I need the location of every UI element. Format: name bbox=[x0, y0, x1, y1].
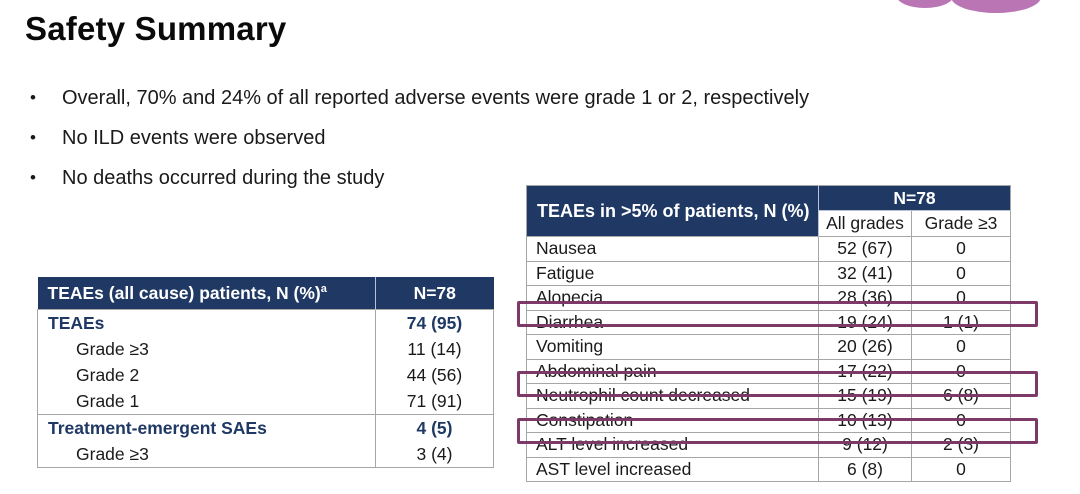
row-value: 0 bbox=[910, 260, 1012, 286]
table-header-row: TEAEs (all cause) patients, N (%)a N=78 bbox=[37, 277, 494, 310]
table-row: Nausea 52 (67) 0 bbox=[526, 236, 1012, 262]
row-value: 0 bbox=[910, 407, 1012, 433]
table-row: TEAEs 74 (95) bbox=[37, 309, 494, 336]
row-value: 6 (8) bbox=[818, 456, 912, 482]
row-label: Grade 1 bbox=[37, 388, 376, 415]
row-value: 4 (5) bbox=[375, 414, 494, 441]
row-value: 20 (26) bbox=[818, 334, 912, 360]
column-header-grade3: Grade ≥3 bbox=[910, 210, 1012, 237]
footnote-marker: a bbox=[320, 282, 327, 295]
table-row: Grade ≥3 11 (14) bbox=[37, 336, 494, 362]
row-value: 9 (12) bbox=[818, 432, 912, 458]
row-value: 0 bbox=[910, 358, 1012, 384]
row-label: Grade 2 bbox=[37, 362, 376, 388]
row-value: 15 (19) bbox=[818, 383, 912, 409]
row-label: Nausea bbox=[526, 236, 819, 262]
table-row: AST level increased 6 (8) 0 bbox=[526, 456, 1012, 482]
table-row: Abdominal pain 17 (22) 0 bbox=[526, 358, 1012, 384]
page-title: Safety Summary bbox=[25, 10, 287, 47]
column-header-all-grades: All grades bbox=[818, 210, 912, 237]
bullet-text: Overall, 70% and 24% of all reported adv… bbox=[62, 86, 810, 109]
table-header-label: TEAEs (all cause) patients, N (%)a bbox=[37, 277, 376, 310]
table-row: Grade ≥3 3 (4) bbox=[37, 441, 494, 468]
row-value: 71 (91) bbox=[406, 390, 463, 411]
row-value: 74 (95) bbox=[406, 312, 463, 333]
row-label: Fatigue bbox=[526, 260, 819, 286]
table-row-highlighted: Neutrophil count decreased 15 (19) 6 (8) bbox=[526, 383, 1012, 409]
ribbon-logo-icon bbox=[898, 0, 1041, 13]
table-row: Treatment-emergent SAEs 4 (5) bbox=[37, 414, 494, 441]
row-label: Neutrophil count decreased bbox=[526, 383, 819, 409]
table-row: Grade 2 44 (56) bbox=[37, 362, 494, 388]
teaes-frequency-table: TEAEs in >5% of patients, N (%) N=78 All… bbox=[526, 185, 1012, 482]
list-item: • No deaths occurred during the study bbox=[30, 158, 1030, 198]
table-row-highlighted: Diarrhea 19 (24) 1 (1) bbox=[526, 309, 1012, 335]
table-row: Grade 1 71 (91) bbox=[37, 388, 494, 415]
row-value: 3 (4) bbox=[416, 443, 453, 464]
bullet-text: No ILD events were observed bbox=[62, 126, 326, 149]
row-label: Treatment-emergent SAEs bbox=[37, 414, 376, 441]
row-label: Grade ≥3 bbox=[37, 336, 376, 362]
bullet-dot-icon: • bbox=[30, 88, 36, 107]
row-value: 11 (14) bbox=[407, 338, 462, 359]
row-label: Vomiting bbox=[526, 334, 819, 360]
row-label: ALT level increased bbox=[526, 432, 819, 458]
row-label: Constipation bbox=[526, 407, 819, 433]
table-row: Vomiting 20 (26) 0 bbox=[526, 334, 1012, 360]
table-header-label: TEAEs in >5% of patients, N (%) bbox=[526, 185, 819, 237]
table-header-n: N=78 bbox=[818, 185, 1011, 211]
row-value: 0 bbox=[910, 456, 1012, 482]
list-item: • No ILD events were observed bbox=[30, 118, 1030, 158]
row-label: Grade ≥3 bbox=[37, 441, 376, 468]
row-value: 44 (56) bbox=[406, 364, 463, 385]
table-header-row: TEAEs in >5% of patients, N (%) N=78 bbox=[526, 185, 1011, 237]
row-label: Diarrhea bbox=[526, 309, 819, 335]
row-value: 0 bbox=[910, 285, 1012, 311]
row-value: 6 (8) bbox=[910, 383, 1012, 409]
row-label: TEAEs bbox=[37, 309, 376, 336]
list-item: • Overall, 70% and 24% of all reported a… bbox=[30, 78, 1030, 118]
table-header-n: N=78 bbox=[375, 277, 494, 310]
row-label: Alopecia bbox=[526, 285, 819, 311]
row-value: 0 bbox=[910, 334, 1012, 360]
bullet-dot-icon: • bbox=[30, 168, 36, 187]
row-label: Abdominal pain bbox=[526, 358, 819, 384]
row-value: 32 (41) bbox=[818, 260, 912, 286]
row-value: 17 (22) bbox=[818, 358, 912, 384]
bullet-dot-icon: • bbox=[30, 128, 36, 147]
row-value: 28 (36) bbox=[818, 285, 912, 311]
table-row-highlighted: ALT level increased 9 (12) 2 (3) bbox=[526, 432, 1012, 458]
row-value: 0 bbox=[910, 236, 1012, 262]
row-value: 2 (3) bbox=[910, 432, 1012, 458]
row-value: 52 (67) bbox=[818, 236, 912, 262]
teaes-all-cause-table: TEAEs (all cause) patients, N (%)a N=78 … bbox=[37, 277, 494, 468]
table-subheader-row: All grades Grade ≥3 bbox=[527, 210, 1012, 237]
row-value: 19 (24) bbox=[818, 309, 912, 335]
table-row: Fatigue 32 (41) 0 bbox=[526, 260, 1012, 286]
row-value: 1 (1) bbox=[910, 309, 1012, 335]
table-row: Alopecia 28 (36) 0 bbox=[526, 285, 1012, 311]
bullet-list: • Overall, 70% and 24% of all reported a… bbox=[30, 78, 1030, 198]
header-text: TEAEs (all cause) patients, N (%) bbox=[47, 282, 321, 303]
table-row: Constipation 10 (13) 0 bbox=[526, 407, 1012, 433]
bullet-text: No deaths occurred during the study bbox=[62, 166, 385, 189]
row-value: 10 (13) bbox=[818, 407, 912, 433]
row-label: AST level increased bbox=[526, 456, 819, 482]
